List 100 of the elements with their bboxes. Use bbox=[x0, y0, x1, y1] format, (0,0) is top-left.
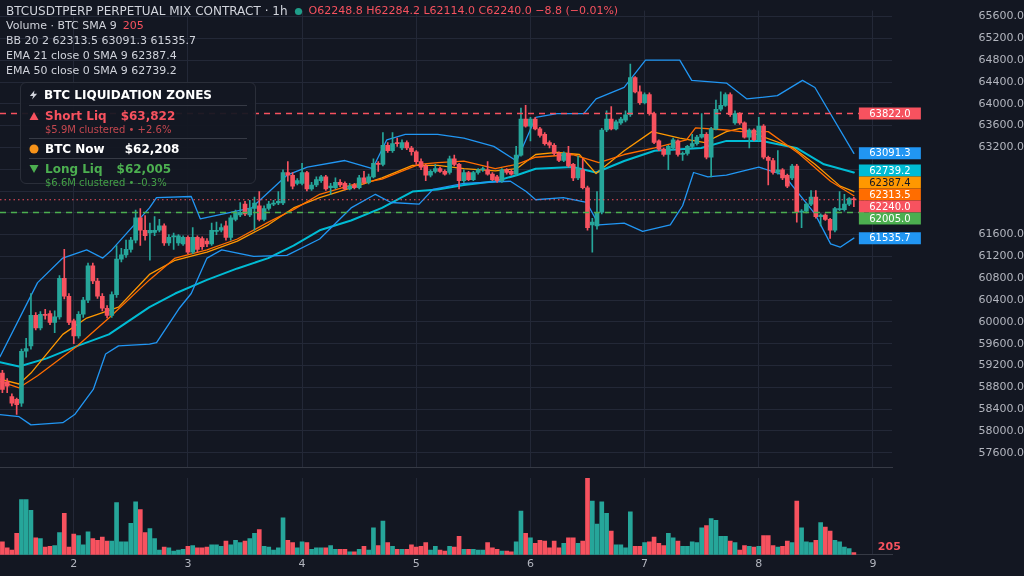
bar bbox=[19, 499, 24, 555]
bar bbox=[390, 546, 395, 555]
bar bbox=[42, 546, 48, 555]
y-tick-label: 63600.0 bbox=[978, 118, 1024, 132]
y-tick-label: 58000.0 bbox=[978, 423, 1024, 437]
bar bbox=[765, 535, 771, 555]
data-label: 61535.7 bbox=[869, 232, 911, 244]
bar bbox=[33, 537, 39, 555]
data-label: 62313.5 bbox=[869, 188, 911, 200]
y-tick-label: 63200.0 bbox=[978, 140, 1024, 154]
annotation: BTC LIQUIDATION ZONES bbox=[44, 87, 213, 102]
y-tick-label: 57600.0 bbox=[978, 445, 1024, 459]
y-tick-label: 61200.0 bbox=[978, 249, 1024, 263]
annotation: O62248.8 H62284.2 L62114.0 C62240.0 −8.8 (−0.01%) bbox=[308, 4, 619, 18]
x-tick-label: 7 bbox=[641, 557, 649, 571]
bar bbox=[599, 501, 605, 555]
bar bbox=[523, 532, 528, 555]
bar bbox=[190, 545, 196, 555]
bar bbox=[561, 542, 567, 555]
bar bbox=[423, 542, 429, 555]
ref-line-label: 62005.0 bbox=[869, 212, 911, 224]
annotation: $62,208 bbox=[124, 141, 180, 156]
bar bbox=[689, 541, 695, 555]
y-tick-label: 64000.0 bbox=[978, 96, 1024, 110]
price-tag: 205 bbox=[877, 539, 901, 553]
x-tick-label: 3 bbox=[184, 557, 192, 571]
y-tick-label: 64800.0 bbox=[978, 53, 1024, 67]
bar bbox=[647, 541, 652, 555]
y-tick-label: 64400.0 bbox=[978, 74, 1024, 88]
bar bbox=[161, 546, 167, 555]
y-tick-label: 65200.0 bbox=[978, 31, 1024, 45]
x-tick-label: 9 bbox=[869, 557, 877, 571]
bar bbox=[528, 537, 533, 555]
bar bbox=[137, 509, 143, 555]
data-label: 63091.3 bbox=[869, 147, 911, 159]
bar bbox=[218, 546, 224, 555]
candlestick bbox=[375, 161, 381, 172]
bar bbox=[99, 536, 105, 555]
annotation: $63,822 bbox=[120, 108, 176, 123]
x-tick-label: 8 bbox=[755, 557, 763, 571]
bar bbox=[266, 546, 272, 555]
bar bbox=[637, 546, 643, 555]
annotation: Volume · BTC SMA 9 bbox=[6, 19, 117, 33]
x-tick-label: 2 bbox=[70, 557, 78, 571]
bar bbox=[352, 551, 357, 555]
annotation: EMA 50 close 0 SMA 9 62739.2 bbox=[6, 64, 177, 78]
bar bbox=[666, 532, 671, 555]
y-tick-label: 58400.0 bbox=[978, 401, 1024, 415]
bar bbox=[256, 529, 262, 555]
bar bbox=[90, 538, 96, 555]
bar bbox=[846, 548, 852, 555]
y-tick-label: 58800.0 bbox=[978, 380, 1024, 394]
bar bbox=[71, 533, 77, 555]
y-tick-label: 59600.0 bbox=[978, 336, 1024, 350]
x-tick-label: 5 bbox=[412, 557, 420, 571]
annotation: BB 20 2 62313.5 63091.3 61535.7 bbox=[6, 34, 197, 48]
annotation: Long Liq bbox=[45, 161, 103, 176]
bar bbox=[14, 532, 19, 555]
bar bbox=[356, 549, 362, 555]
bar bbox=[784, 540, 790, 555]
candlestick bbox=[394, 137, 400, 147]
bar bbox=[794, 500, 800, 555]
ref-line-label: 62240.0 bbox=[869, 200, 911, 212]
annotation: Short Liq bbox=[45, 108, 107, 123]
annotation: EMA 21 close 0 SMA 9 62387.4 bbox=[6, 49, 177, 63]
bar bbox=[347, 551, 353, 555]
bar bbox=[228, 544, 234, 555]
x-tick-label: 6 bbox=[526, 557, 534, 571]
y-tick-label: 61600.0 bbox=[978, 227, 1024, 241]
y-tick-label: 65600.0 bbox=[978, 9, 1024, 23]
bar bbox=[375, 545, 381, 555]
bar bbox=[471, 549, 476, 555]
candlestick bbox=[775, 150, 781, 175]
x-tick-label: 4 bbox=[298, 557, 306, 571]
y-tick-label: 60000.0 bbox=[978, 314, 1024, 328]
y-tick-label: 60400.0 bbox=[978, 292, 1024, 306]
annotation: $62,005 bbox=[116, 161, 172, 176]
bar bbox=[608, 530, 614, 555]
candlestick bbox=[42, 308, 48, 320]
bar bbox=[285, 539, 291, 555]
annotation: $6.6M clustered • -0.3% bbox=[45, 177, 167, 188]
bar bbox=[823, 526, 828, 555]
bar bbox=[237, 542, 243, 555]
bar bbox=[818, 522, 823, 555]
chart-title: BTCUSDTPERP PERPETUAL MIX CONTRACT · 1h bbox=[6, 4, 288, 18]
bar bbox=[589, 500, 595, 555]
bar bbox=[385, 542, 391, 555]
bar bbox=[551, 540, 557, 555]
bar bbox=[746, 546, 752, 555]
data-label: 62387.4 bbox=[869, 176, 911, 188]
annotation: BTC Now bbox=[45, 141, 105, 156]
bar bbox=[38, 538, 43, 555]
bar bbox=[727, 540, 733, 555]
bar bbox=[661, 545, 666, 555]
bar bbox=[532, 542, 538, 555]
bar bbox=[756, 546, 762, 555]
bar bbox=[447, 546, 452, 555]
y-tick-label: 60800.0 bbox=[978, 271, 1024, 285]
annotation: $5.9M clustered • +2.6% bbox=[45, 124, 172, 135]
bar bbox=[542, 540, 548, 555]
